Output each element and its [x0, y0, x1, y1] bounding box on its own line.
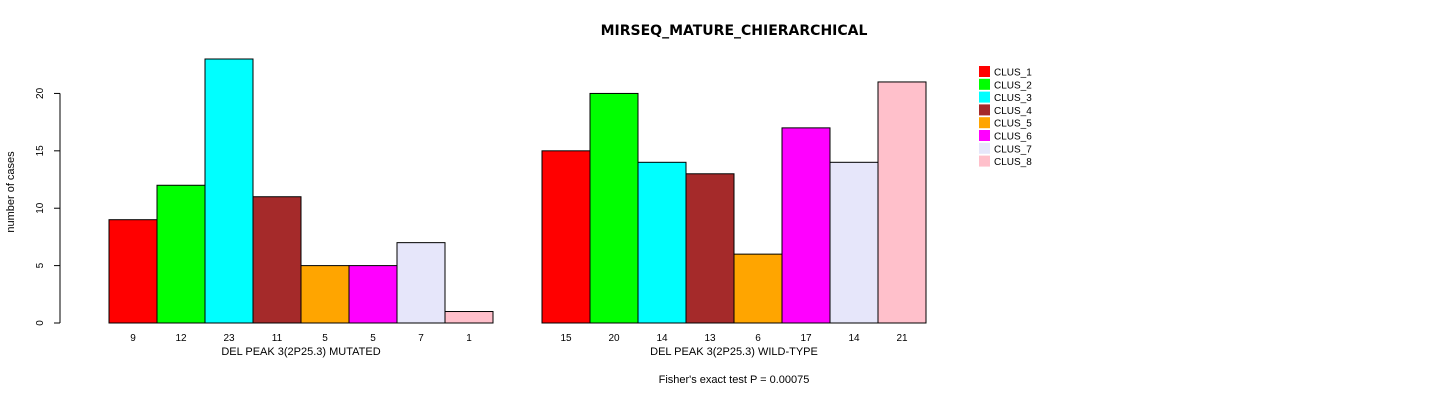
- bar-group1-clus-2: [156, 184, 206, 324]
- bar-group1-clus-6: [348, 265, 398, 324]
- bars: [108, 58, 927, 324]
- bar-group2-clus-2: [589, 92, 639, 324]
- legend: CLUS_1CLUS_2CLUS_3CLUS_4CLUS_5CLUS_6CLUS…: [979, 66, 1032, 168]
- y-tick-label: 5: [35, 262, 46, 268]
- bar-group2-clus-3: [637, 161, 687, 324]
- y-tick-label: 15: [35, 145, 46, 157]
- bar-value-label: 17: [800, 333, 812, 344]
- bar-value-label: 9: [130, 333, 136, 344]
- legend-label: CLUS_5: [994, 119, 1032, 130]
- bar-group2-clus-7: [829, 161, 879, 324]
- bar-group1-clus-4: [252, 196, 302, 324]
- x-label-group-2: DEL PEAK 3(2P25.3) WILD-TYPE: [650, 346, 818, 358]
- legend-label: CLUS_6: [994, 132, 1032, 143]
- bar-value-label: 20: [608, 333, 620, 344]
- bar-group2-clus-8: [877, 81, 927, 324]
- bar-value-label: 11: [272, 333, 283, 344]
- bar-value-label: 5: [370, 333, 376, 344]
- legend-label: CLUS_3: [994, 93, 1032, 104]
- y-tick-label: 0: [35, 320, 46, 326]
- bar-group2-clus-1: [541, 150, 591, 324]
- legend-swatch: [979, 78, 990, 90]
- bar-group1-clus-3: [204, 58, 254, 324]
- chart-title: MIRSEQ_MATURE_CHIERARCHICAL: [601, 23, 868, 39]
- legend-swatch: [979, 66, 990, 77]
- bar-value-label: 21: [896, 333, 908, 344]
- y-tick-label: 20: [35, 87, 46, 99]
- bar-value-label: 1: [466, 333, 472, 344]
- bar-value-label: 14: [656, 333, 668, 344]
- fisher-test-footer: Fisher's exact test P = 0.00075: [659, 374, 810, 386]
- bar-value-label: 13: [704, 333, 716, 344]
- bar-group2-clus-4: [685, 173, 735, 324]
- legend-label: CLUS_4: [994, 106, 1032, 117]
- bar-value-label: 14: [848, 333, 860, 344]
- bar-value-label: 12: [175, 333, 187, 344]
- legend-label: CLUS_2: [994, 80, 1032, 91]
- legend-swatch: [979, 130, 990, 141]
- legend-swatch: [979, 142, 990, 154]
- legend-label: CLUS_8: [994, 157, 1032, 168]
- legend-swatch: [979, 91, 990, 103]
- bar-group2-clus-6: [781, 127, 831, 324]
- bar-group1-clus-8: [444, 311, 494, 324]
- bar-group1-clus-7: [396, 242, 446, 324]
- y-axis-label: number of cases: [5, 151, 17, 233]
- bar-value-label: 7: [418, 333, 424, 344]
- legend-label: CLUS_1: [994, 68, 1032, 79]
- y-axis: 0 5 10 15 20: [35, 87, 61, 326]
- bar-value-label: 15: [560, 333, 572, 344]
- legend-swatch: [979, 117, 990, 129]
- bar-value-label: 6: [755, 333, 761, 344]
- legend-swatch: [979, 155, 990, 167]
- legend-swatch: [979, 104, 990, 116]
- legend-label: CLUS_7: [994, 144, 1032, 155]
- bar-group1-clus-1: [108, 219, 158, 324]
- x-label-group-1: DEL PEAK 3(2P25.3) MUTATED: [221, 346, 380, 358]
- bar-value-label: 23: [223, 333, 235, 344]
- bar-labels: 9 12 23 11 5 5 7 1 15 20 14 13 6 17 14 21: [130, 333, 908, 344]
- bar-value-label: 5: [322, 333, 328, 344]
- y-tick-label: 10: [35, 202, 46, 214]
- bar-group1-clus-5: [300, 265, 350, 324]
- bar-group2-clus-5: [733, 253, 783, 324]
